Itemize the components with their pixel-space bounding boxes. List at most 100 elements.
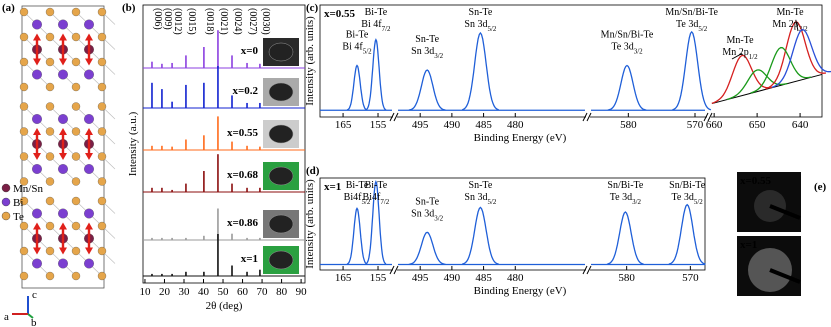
annotation-line: Bi4f bbox=[363, 192, 381, 203]
sample-photo-crystal bbox=[268, 82, 294, 102]
y-axis-label: Intensity (arb. units) bbox=[304, 179, 316, 269]
annotation-subscript: 7/2 bbox=[380, 198, 389, 206]
annotation-subscript: 1/2 bbox=[749, 53, 758, 61]
annotation-line: Te 3d bbox=[611, 41, 633, 52]
peak-annotation: Mn/Sn/Bi-Te Te 3d5/2 bbox=[665, 7, 718, 33]
image-label: x=0.55 bbox=[740, 175, 772, 187]
x-tick-label: 570 bbox=[687, 119, 704, 131]
spin-arrow-head bbox=[59, 33, 67, 66]
annotation-line: Te 3d bbox=[610, 192, 632, 203]
spectrum-peak bbox=[750, 46, 812, 94]
x-tick-label: 640 bbox=[792, 119, 809, 131]
peak-annotation: Sn-Te Sn 3d5/2 bbox=[464, 7, 497, 33]
sample-label: x=0.2 bbox=[232, 85, 258, 97]
atom bbox=[97, 221, 107, 231]
atom bbox=[71, 57, 81, 67]
axis-break bbox=[582, 265, 588, 275]
atom bbox=[19, 127, 29, 136]
x-tick-label: 480 bbox=[507, 119, 524, 131]
spin-arrow-head bbox=[85, 128, 93, 160]
peak-label: (0015) bbox=[186, 8, 197, 35]
x-tick-label: 80 bbox=[276, 286, 288, 298]
peak-label: (0012) bbox=[172, 8, 183, 35]
axis-break-gap bbox=[393, 266, 397, 274]
annotation-subscript: 5/2 bbox=[694, 198, 703, 206]
atom bbox=[84, 19, 94, 30]
x-tick-label: 40 bbox=[198, 286, 210, 298]
axis-break-gap bbox=[707, 113, 711, 121]
annotation-line: Mn-Te bbox=[726, 35, 754, 46]
image-label: x=1 bbox=[740, 239, 757, 251]
x-tick-label: 155 bbox=[370, 272, 387, 284]
axis-break bbox=[703, 112, 709, 122]
atom bbox=[71, 102, 81, 111]
panel-label: (e) bbox=[814, 181, 827, 193]
legend-swatch bbox=[1, 197, 11, 207]
peak-label: (0018) bbox=[204, 8, 215, 35]
atom bbox=[97, 246, 107, 256]
x-tick-label: 165 bbox=[335, 119, 352, 131]
atom bbox=[32, 258, 42, 269]
peak-annotation: Sn/Bi-Te Te 3d5/2 bbox=[669, 180, 706, 206]
annotation-line: Sn 3d bbox=[464, 192, 487, 203]
atom bbox=[45, 152, 55, 161]
annotation-line: Mn/Sn/Bi-Te bbox=[665, 7, 718, 18]
annotation-line: Mn/Sn/Bi-Te bbox=[601, 29, 654, 40]
axis-name: b bbox=[31, 317, 37, 327]
annotation-line: Bi4f bbox=[344, 192, 362, 203]
leed-holder bbox=[769, 204, 801, 220]
peak-annotation: Bi-Te Bi 4f5/2 bbox=[342, 29, 372, 55]
atom bbox=[19, 271, 29, 281]
x-tick-label: 650 bbox=[749, 119, 766, 131]
axis-break bbox=[582, 112, 588, 122]
annotation-line: Sn-Te bbox=[415, 34, 439, 45]
panel-label: (a) bbox=[2, 2, 15, 14]
annotation-subscript: 3/2 bbox=[799, 25, 808, 33]
atom bbox=[97, 82, 107, 92]
sample-photo-crystal bbox=[268, 124, 294, 144]
annotation-subscript: 3/2 bbox=[632, 198, 641, 206]
annotation-line: Sn/Bi-Te bbox=[669, 180, 706, 191]
peak-label: (0027) bbox=[247, 8, 258, 35]
atom bbox=[71, 32, 81, 42]
y-axis-label: Intensity (a.u.) bbox=[127, 111, 139, 176]
x-tick-label: 490 bbox=[444, 272, 461, 284]
annotation-line: Sn 3d bbox=[464, 19, 487, 30]
spin-arrow-head bbox=[33, 128, 41, 160]
annotation-subscript: 7/2 bbox=[382, 25, 391, 33]
atom bbox=[45, 127, 55, 136]
spin-arrow-head bbox=[33, 222, 41, 255]
spectrum-peak bbox=[672, 30, 712, 111]
axis-break-gap bbox=[393, 113, 397, 121]
atom bbox=[32, 164, 42, 174]
panel-label: (b) bbox=[122, 2, 136, 14]
atom bbox=[84, 258, 94, 269]
annotation-subscript: 5/2 bbox=[487, 198, 496, 206]
annotation-line: Sn 3d bbox=[411, 208, 434, 219]
atom bbox=[71, 246, 81, 256]
axis-break bbox=[586, 112, 592, 122]
atom bbox=[45, 32, 55, 42]
atom bbox=[45, 246, 55, 256]
atom bbox=[97, 32, 107, 42]
annotation-line: Sn 3d bbox=[411, 46, 434, 57]
axis-break bbox=[389, 112, 395, 122]
atom bbox=[97, 127, 107, 136]
sample-photo-crystal bbox=[268, 166, 294, 186]
peak-label: (0021) bbox=[218, 8, 229, 35]
x-tick-label: 20 bbox=[159, 286, 171, 298]
axis-name: a bbox=[4, 311, 9, 323]
atom bbox=[19, 221, 29, 231]
atom bbox=[58, 19, 68, 30]
plot-frame bbox=[319, 4, 823, 118]
annotation-subscript: 3/2 bbox=[434, 214, 443, 222]
sample-photo-crystal bbox=[268, 250, 294, 270]
sample-photo-crystal bbox=[268, 214, 294, 234]
plot-frame bbox=[319, 177, 706, 271]
annotation-line: Bi 4f bbox=[361, 19, 382, 30]
x-tick-label: 495 bbox=[412, 272, 429, 284]
atom bbox=[45, 82, 55, 92]
atom bbox=[84, 114, 94, 124]
x-tick-label: 570 bbox=[682, 272, 699, 284]
spectrum-peak bbox=[408, 69, 446, 111]
